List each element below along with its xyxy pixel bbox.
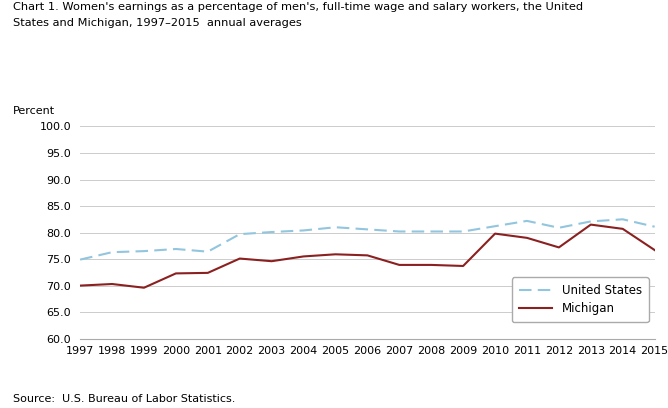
United States: [555, 225, 563, 230]
Michigan: [268, 259, 276, 264]
Michigan: [395, 262, 403, 267]
United States: [619, 217, 627, 222]
Michigan: [236, 256, 244, 261]
United States: [459, 229, 467, 234]
United States: [299, 228, 307, 233]
United States: [395, 229, 403, 234]
Text: Source:  U.S. Bureau of Labor Statistics.: Source: U.S. Bureau of Labor Statistics.: [13, 394, 236, 404]
Michigan: [651, 248, 659, 253]
United States: [331, 225, 339, 230]
United States: [491, 224, 499, 228]
Legend: United States, Michigan: United States, Michigan: [512, 277, 649, 322]
United States: [651, 224, 659, 229]
Michigan: [108, 282, 116, 286]
Michigan: [555, 245, 563, 250]
United States: [236, 232, 244, 237]
Text: Chart 1. Women's earnings as a percentage of men's, full-time wage and salary wo: Chart 1. Women's earnings as a percentag…: [13, 2, 583, 12]
United States: [268, 230, 276, 235]
United States: [428, 229, 436, 234]
Michigan: [140, 285, 148, 290]
Line: Michigan: Michigan: [80, 224, 655, 288]
United States: [523, 218, 531, 223]
Michigan: [299, 254, 307, 259]
Text: States and Michigan, 1997–2015  annual averages: States and Michigan, 1997–2015 annual av…: [13, 18, 302, 29]
United States: [204, 249, 212, 254]
Michigan: [331, 252, 339, 257]
United States: [363, 227, 371, 232]
Michigan: [363, 253, 371, 258]
Michigan: [76, 283, 84, 288]
United States: [108, 250, 116, 255]
United States: [172, 246, 180, 251]
Michigan: [204, 271, 212, 275]
Michigan: [587, 222, 595, 227]
Line: United States: United States: [80, 219, 655, 259]
Michigan: [428, 262, 436, 267]
United States: [76, 257, 84, 262]
United States: [587, 219, 595, 224]
Michigan: [523, 235, 531, 240]
Michigan: [619, 226, 627, 231]
Michigan: [172, 271, 180, 276]
United States: [140, 248, 148, 253]
Michigan: [491, 231, 499, 236]
Michigan: [459, 264, 467, 268]
Text: Percent: Percent: [13, 106, 55, 116]
